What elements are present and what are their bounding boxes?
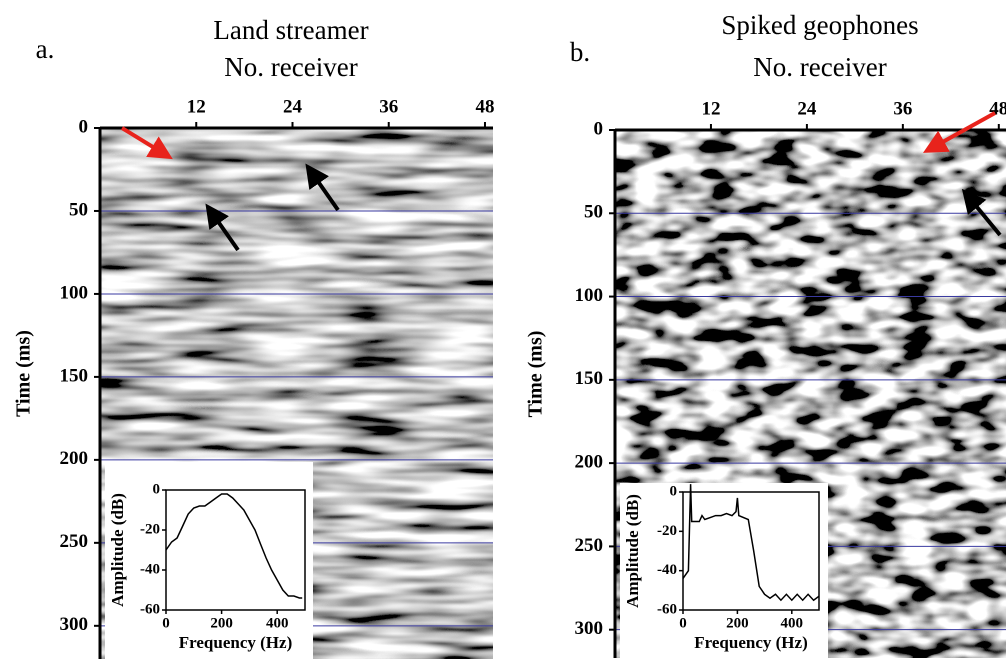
y-tick-label: 0 [670,483,678,499]
black-arrow [305,163,340,212]
panel-label: a. [36,34,55,64]
x-tick-label: 0 [162,615,170,631]
y-tick-label: 200 [575,451,604,472]
x-axis-label: No. receiver [753,52,886,82]
x-tick-label: 12 [187,96,206,117]
inset-background [620,483,828,659]
annotations [120,111,1002,252]
x-tick-label: 12 [701,98,720,119]
y-tick-label: 250 [60,531,89,552]
x-tick-label: 400 [781,615,804,631]
red-arrow [923,111,996,153]
spectrum-line [683,484,819,602]
y-tick-label: 50 [69,199,88,220]
panel-label: b. [570,37,590,67]
spectrum-line [166,493,303,599]
y-tick-label: 150 [60,365,89,386]
x-axis-label: Frequency (Hz) [694,633,807,652]
x-tick-label: 200 [210,615,233,631]
y-tick-label: 50 [584,202,603,223]
y-tick-label: 0 [79,116,89,137]
x-tick-label: 36 [893,98,912,119]
y-tick-label: 250 [575,535,604,556]
y-tick-label: 0 [594,118,604,139]
inset-frame [682,491,820,611]
y-tick-label: -60 [657,601,677,617]
x-tick-label: 200 [726,615,749,631]
y-tick-label: 100 [575,285,604,306]
y-tick-label: -60 [140,601,160,617]
y-axis-label: Time (ms) [13,330,35,417]
y-axis-label: Amplitude (dB) [623,494,642,608]
chart-title: Spiked geophones [721,10,918,40]
x-tick-label: 400 [266,615,289,631]
y-tick-label: -20 [657,523,677,539]
x-axis-label: No. receiver [224,52,357,82]
y-tick-label: 300 [575,618,604,639]
x-tick-label: 48 [475,96,494,117]
y-tick-label: -40 [140,561,160,577]
y-tick-label: 300 [60,614,89,635]
x-tick-label: 24 [283,96,303,117]
x-tick-label: 24 [797,98,817,119]
y-tick-label: 150 [575,368,604,389]
x-tick-label: 36 [379,96,398,117]
y-tick-label: 100 [60,282,89,303]
y-axis-label: Amplitude (dB) [108,493,127,607]
chart-title: Land streamer [213,15,368,45]
red-arrow [120,126,173,160]
x-tick-label: 0 [679,615,687,631]
panels: a. Land streamer No. receiver Time (ms) 0 50 1… [13,10,1006,659]
black-arrow [205,203,240,252]
inset-background [105,462,313,659]
black-arrow [961,188,1002,237]
y-tick-label: 200 [60,448,89,469]
y-tick-label: -20 [140,521,160,537]
y-axis-label: Time (ms) [525,331,547,418]
y-tick-label: 0 [153,481,161,497]
x-axis-label: Frequency (Hz) [179,633,292,652]
y-tick-label: -40 [657,562,677,578]
